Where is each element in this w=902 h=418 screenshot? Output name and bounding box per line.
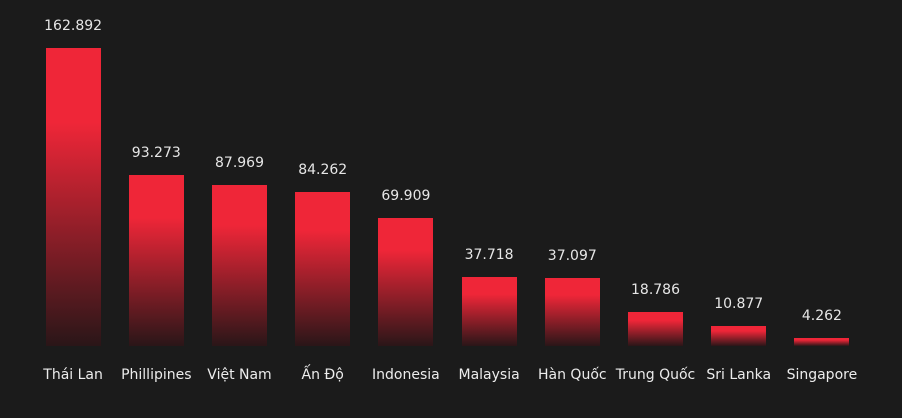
bar: [128, 175, 184, 346]
bar: [212, 185, 267, 346]
value-label: 84.262: [298, 161, 348, 178]
x-tick-label: Malaysia: [458, 367, 520, 383]
x-tick-label: Việt Nam: [207, 367, 272, 383]
bar: [461, 276, 517, 346]
x-tick-label: Phillipines: [121, 367, 192, 383]
bar: [45, 48, 101, 346]
bar: [544, 278, 600, 346]
value-label: 69.909: [381, 188, 431, 205]
value-label: 93.273: [131, 145, 181, 162]
x-tick-label: Hàn Quốc: [538, 367, 607, 383]
bar: [295, 191, 351, 346]
value-label: 37.718: [464, 246, 514, 263]
bar: [794, 338, 850, 346]
x-tick-label: Thái Lan: [43, 367, 103, 383]
bar: [378, 218, 434, 346]
x-tick-label: Ấn Độ: [301, 367, 344, 383]
bar: [628, 311, 683, 346]
x-tick-label: Trung Quốc: [615, 367, 696, 383]
x-tick-label: Singapore: [786, 367, 858, 383]
value-label: 18.786: [631, 281, 680, 298]
value-label: 10.877: [714, 296, 764, 313]
value-label: 4.262: [801, 308, 842, 325]
value-label: 87.969: [215, 155, 264, 172]
value-label: 37.097: [547, 248, 597, 265]
bar: [711, 326, 767, 346]
x-tick-label: Indonesia: [372, 367, 440, 383]
value-label: 162.892: [44, 18, 103, 34]
x-tick-label: Sri Lanka: [706, 367, 772, 383]
